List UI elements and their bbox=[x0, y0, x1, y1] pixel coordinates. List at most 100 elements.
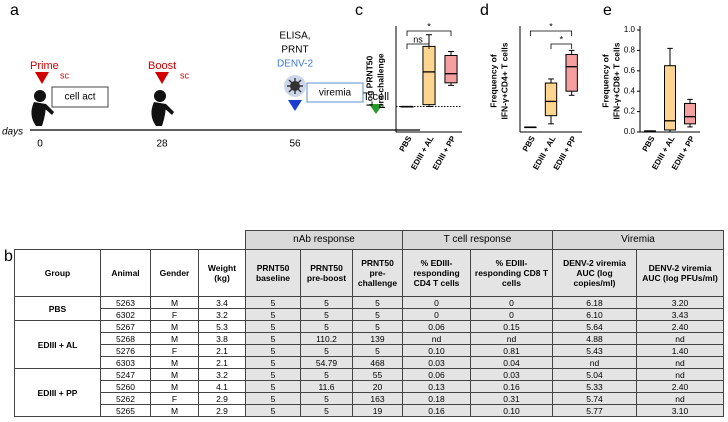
table-cell: 5262 bbox=[100, 392, 151, 405]
table-cell: M bbox=[150, 332, 199, 345]
table-cell: 0.81 bbox=[470, 344, 553, 357]
y-axis-label: Frequency of bbox=[488, 54, 498, 108]
table-cell: 2.1 bbox=[198, 344, 246, 357]
column-group-header: Viremia bbox=[552, 230, 724, 250]
table-cell: 0.13 bbox=[402, 380, 471, 393]
table-cell: 5 bbox=[352, 320, 403, 333]
virus-icon bbox=[284, 75, 306, 97]
table-cell: 5.64 bbox=[552, 320, 637, 333]
day-label: 28 bbox=[156, 139, 168, 150]
cell-act-label: cell act bbox=[64, 92, 95, 103]
significance-bracket bbox=[406, 30, 452, 36]
table-cell: 5247 bbox=[100, 368, 151, 381]
table-cell: 5.43 bbox=[552, 344, 637, 357]
y-axis-label: IFN-γ+CD4+ T cells bbox=[499, 42, 509, 119]
column-header: % EDIII-responding CD8 T cells bbox=[470, 249, 553, 297]
panel-label: c bbox=[355, 2, 363, 19]
column-header: PRNT50 pre-challenge bbox=[352, 249, 403, 297]
table-cell: M bbox=[150, 356, 199, 369]
table-cell: nd bbox=[636, 368, 724, 381]
table-cell: nd bbox=[402, 332, 471, 345]
cell-act-box bbox=[51, 86, 109, 108]
table-cell: 5 bbox=[245, 404, 301, 417]
table-cell: 20 bbox=[352, 380, 403, 393]
route-label: sc bbox=[60, 70, 70, 80]
table-cell: nd bbox=[636, 392, 724, 405]
table-cell: 0.16 bbox=[402, 404, 471, 417]
table-cell: 5 bbox=[300, 308, 353, 321]
assay-label: ELISA, bbox=[279, 31, 310, 42]
table-cell: 0.31 bbox=[470, 392, 553, 405]
panel-label: b bbox=[4, 248, 13, 265]
table-cell: F bbox=[150, 308, 199, 321]
column-header: Weight (kg) bbox=[198, 249, 246, 297]
viremia-box bbox=[306, 82, 364, 103]
table-cell: 4.88 bbox=[552, 332, 637, 345]
y-tick-label: 0.8 bbox=[624, 46, 636, 55]
group-name: PBS bbox=[14, 296, 101, 321]
table-cell: 55 bbox=[352, 368, 403, 381]
table-cell: 5268 bbox=[100, 332, 151, 345]
table-cell: 0.06 bbox=[402, 320, 471, 333]
table-cell: nd bbox=[636, 356, 724, 369]
table-cell: 0.16 bbox=[470, 380, 553, 393]
table-cell: 5265 bbox=[100, 404, 151, 417]
table-cell: 0.18 bbox=[402, 392, 471, 405]
table-cell: 5263 bbox=[100, 296, 151, 309]
x-tick-label: PBS bbox=[641, 134, 657, 153]
y-tick-label: 0.2 bbox=[624, 107, 636, 116]
table-cell: 6.10 bbox=[552, 308, 637, 321]
significance-label: * bbox=[427, 21, 431, 31]
figure-top: a days Prime sc cell act Boost sc ELISA,… bbox=[2, 2, 700, 172]
box bbox=[544, 82, 558, 117]
table-cell: 0 bbox=[402, 296, 471, 309]
table-cell: nd bbox=[470, 332, 553, 345]
table-cell: 0.10 bbox=[402, 344, 471, 357]
monkey-icon bbox=[31, 90, 54, 126]
table-cell: 19 bbox=[352, 404, 403, 417]
data-table: nAb response T cell response Viremia Group A… bbox=[14, 230, 724, 417]
table-cell: 2.9 bbox=[198, 392, 246, 405]
table-cell: 5.77 bbox=[552, 404, 637, 417]
table-cell: 11.6 bbox=[300, 380, 353, 393]
table-cell: 0 bbox=[470, 308, 553, 321]
table-cell: 5 bbox=[245, 308, 301, 321]
table-cell: 3.2 bbox=[198, 368, 246, 381]
table-cell: 139 bbox=[352, 332, 403, 345]
t-cell-label: T cell bbox=[363, 91, 389, 103]
table-cell: 5 bbox=[300, 404, 353, 417]
table-cell: 5 bbox=[300, 320, 353, 333]
axis-label: days bbox=[2, 127, 23, 138]
table-cell: 163 bbox=[352, 392, 403, 405]
y-tick-label: 0.6 bbox=[624, 66, 636, 75]
group-name: EDIII + PP bbox=[14, 368, 101, 417]
table-cell: F bbox=[150, 344, 199, 357]
table-cell: 5 bbox=[245, 332, 301, 345]
panel-label: e bbox=[603, 2, 612, 19]
boost-arrow bbox=[155, 72, 169, 84]
table-cell: 5 bbox=[245, 380, 301, 393]
column-header: PRNT50 baseline bbox=[245, 249, 301, 297]
box bbox=[444, 55, 458, 84]
table-cell: 3.43 bbox=[636, 308, 724, 321]
panel-label: d bbox=[480, 2, 489, 19]
table-cell: 5260 bbox=[100, 380, 151, 393]
y-axis-label: Log PRNT50 bbox=[364, 55, 374, 106]
significance-label: ns bbox=[413, 34, 423, 44]
table-cell: M bbox=[150, 296, 199, 309]
table-cell: 3.10 bbox=[636, 404, 724, 417]
table-cell: nd bbox=[552, 356, 637, 369]
column-group-header: nAb response bbox=[245, 230, 403, 250]
column-group-header: T cell response bbox=[402, 230, 553, 250]
y-tick-label: 0.0 bbox=[624, 127, 636, 136]
monkey-icon bbox=[151, 90, 174, 126]
y-axis-label: pre-challenge bbox=[375, 53, 385, 109]
viremia-label: viremia bbox=[319, 88, 352, 99]
column-header: DENV-2 viremia AUC (log copies/ml) bbox=[552, 249, 637, 297]
column-header: PRNT50 pre-boost bbox=[300, 249, 353, 297]
column-header: DENV-2 viremia AUC (log PFUs/ml) bbox=[636, 249, 724, 297]
prime-label: Prime bbox=[30, 60, 59, 72]
table-cell: 5 bbox=[300, 296, 353, 309]
table-cell: 6303 bbox=[100, 356, 151, 369]
